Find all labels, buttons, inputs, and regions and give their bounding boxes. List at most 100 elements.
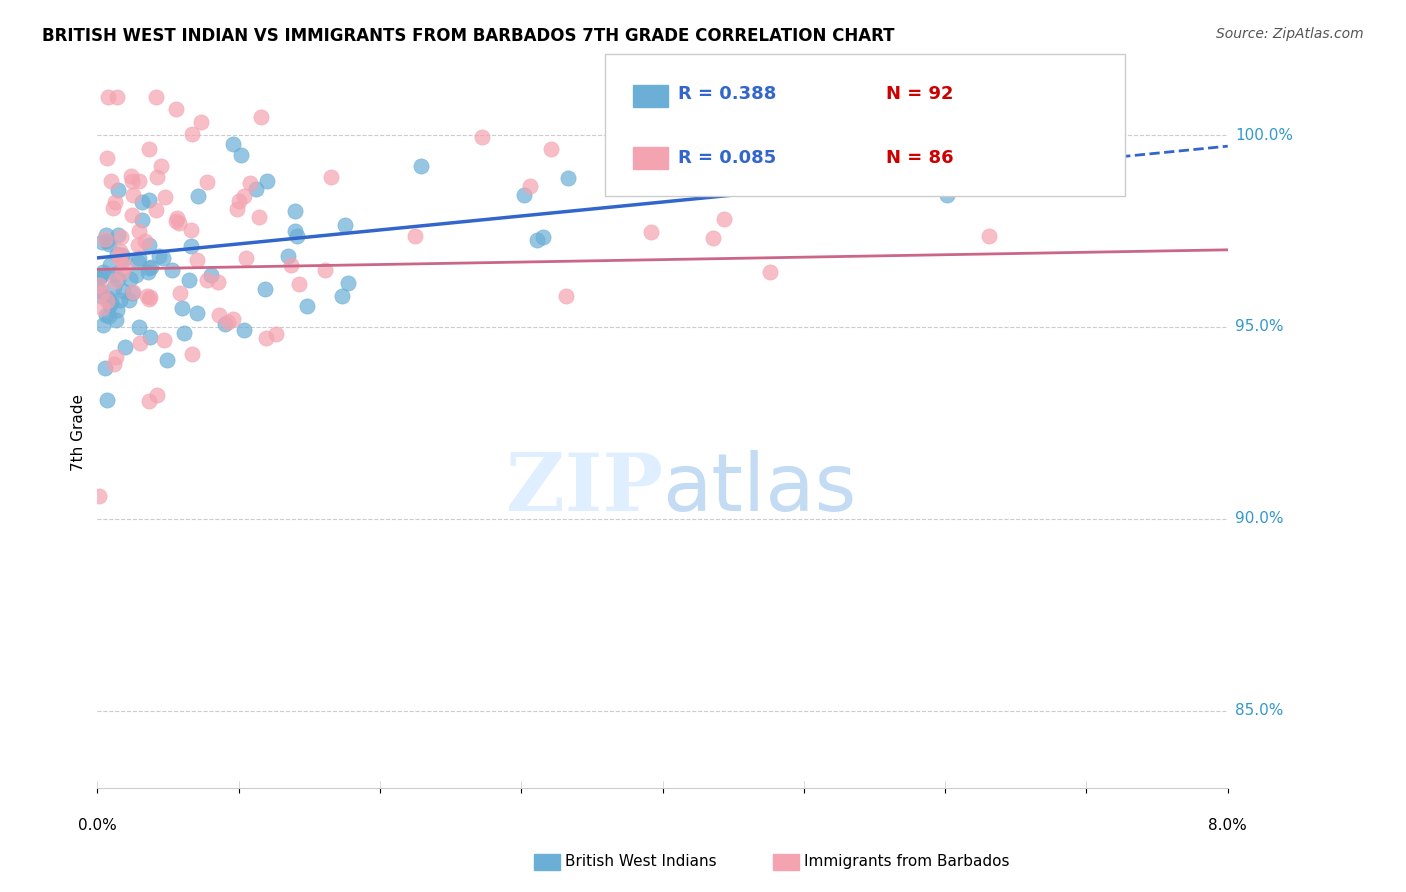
Point — [166, 211, 188, 225]
Point — [235, 252, 257, 266]
Point — [104, 268, 127, 282]
Point — [232, 323, 254, 337]
Point — [513, 188, 536, 202]
Point — [207, 275, 229, 289]
Point — [928, 113, 950, 128]
Text: Immigrants from Barbados: Immigrants from Barbados — [804, 855, 1010, 869]
Point — [337, 277, 360, 291]
Point — [131, 213, 153, 227]
Text: R = 0.085: R = 0.085 — [678, 149, 776, 167]
Point — [105, 89, 128, 103]
Point — [139, 290, 162, 304]
Point — [180, 239, 202, 253]
Point — [936, 120, 959, 135]
Point — [702, 231, 724, 245]
Point — [285, 229, 308, 244]
Text: 95.0%: 95.0% — [1234, 319, 1284, 334]
Text: N = 92: N = 92 — [886, 85, 953, 103]
Point — [94, 308, 117, 322]
Point — [128, 335, 150, 350]
Point — [91, 264, 114, 278]
Point — [98, 297, 121, 311]
Point — [90, 289, 112, 303]
Point — [976, 115, 998, 129]
Text: British West Indians: British West Indians — [565, 855, 717, 869]
Point — [526, 233, 548, 247]
Point — [128, 174, 150, 188]
Point — [97, 294, 120, 309]
Point — [153, 334, 176, 348]
Point — [250, 110, 273, 124]
Point — [557, 170, 579, 185]
Point — [138, 142, 160, 156]
Point — [121, 208, 143, 222]
Point — [177, 273, 200, 287]
Text: 85.0%: 85.0% — [1234, 704, 1284, 718]
Point — [135, 289, 157, 303]
Point — [91, 286, 114, 301]
Point — [169, 216, 191, 230]
Point — [531, 230, 554, 244]
Text: Source: ZipAtlas.com: Source: ZipAtlas.com — [1216, 27, 1364, 41]
Point — [713, 211, 735, 226]
Point — [110, 244, 132, 259]
Point — [128, 320, 150, 334]
Point — [121, 285, 143, 300]
Point — [104, 313, 127, 327]
Point — [165, 103, 187, 117]
Point — [97, 291, 120, 305]
Point — [87, 489, 110, 503]
Point — [661, 146, 683, 161]
Point — [180, 127, 202, 141]
Point — [89, 270, 111, 285]
Point — [96, 234, 118, 248]
Point — [107, 183, 129, 197]
Point — [165, 214, 187, 228]
Point — [111, 265, 134, 279]
Point — [90, 268, 112, 283]
Point — [1021, 105, 1043, 120]
Point — [758, 265, 780, 279]
Point — [254, 331, 277, 345]
Point — [876, 128, 898, 143]
Point — [200, 268, 222, 283]
Point — [128, 252, 150, 266]
Point — [138, 260, 160, 275]
Point — [284, 204, 307, 219]
Point — [170, 301, 193, 316]
Point — [186, 253, 208, 268]
Point — [540, 142, 562, 156]
Point — [87, 284, 110, 298]
Y-axis label: 7th Grade: 7th Grade — [72, 394, 86, 471]
Point — [128, 224, 150, 238]
Point — [195, 175, 218, 189]
Point — [330, 289, 353, 303]
Point — [1042, 168, 1064, 182]
Point — [131, 194, 153, 209]
Point — [105, 350, 128, 364]
Point — [245, 182, 267, 196]
Point — [120, 169, 142, 183]
Point — [134, 234, 156, 248]
Point — [98, 258, 121, 272]
Point — [105, 302, 128, 317]
Point — [264, 326, 287, 341]
Text: 0.0%: 0.0% — [77, 819, 117, 833]
Point — [145, 203, 167, 218]
Point — [169, 285, 191, 300]
Text: ZIP: ZIP — [506, 450, 662, 528]
Point — [225, 202, 247, 216]
Point — [238, 176, 260, 190]
Point — [146, 169, 169, 184]
Point — [222, 311, 245, 326]
Point — [404, 228, 426, 243]
Point — [148, 249, 170, 263]
Point — [136, 265, 159, 279]
Point — [173, 326, 195, 341]
Point — [256, 174, 278, 188]
Point — [100, 295, 122, 310]
Point — [936, 188, 959, 202]
Point — [93, 360, 115, 375]
Point — [295, 299, 318, 313]
Point — [333, 219, 356, 233]
